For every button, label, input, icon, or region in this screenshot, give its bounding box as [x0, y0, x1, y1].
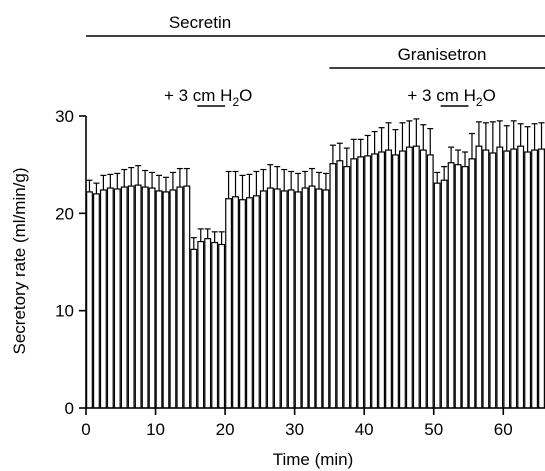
bar [148, 187, 156, 409]
x-tick-label: 10 [146, 420, 165, 439]
bar [280, 190, 288, 409]
bar [350, 158, 358, 409]
bars-group [86, 118, 545, 409]
bar [538, 148, 545, 409]
bar [517, 145, 525, 409]
bar [113, 188, 121, 409]
bar [106, 187, 114, 409]
bar [183, 185, 191, 409]
bar [266, 187, 274, 409]
bar [301, 187, 309, 409]
y-tick-label: 10 [55, 302, 74, 321]
bar [392, 154, 399, 409]
ticks-group: 0 10 20 30 40 50 60 0 10 20 30 [55, 107, 513, 439]
x-tick-label: 20 [216, 420, 235, 439]
bar [92, 193, 100, 409]
bar [315, 188, 323, 409]
bar [524, 151, 532, 409]
bar [489, 152, 497, 409]
bar [378, 151, 386, 409]
bar [239, 199, 246, 409]
bar [496, 146, 504, 409]
bar [287, 189, 295, 409]
bar [468, 158, 476, 409]
x-axis-label: Time (min) [273, 450, 354, 469]
x-tick-label: 60 [494, 420, 513, 439]
bar [475, 145, 483, 409]
bar [259, 190, 267, 409]
bar [357, 156, 365, 409]
bar [336, 160, 344, 409]
bar [86, 191, 93, 409]
bar [204, 238, 212, 409]
bar [454, 164, 462, 409]
bar [225, 198, 233, 409]
bar [482, 149, 490, 409]
y-axis-label: Secretory rate (ml/min/g) [10, 167, 29, 354]
bar [134, 184, 142, 409]
bar [294, 191, 302, 409]
bar [155, 190, 163, 409]
y-tick-label: 20 [55, 204, 74, 223]
bar [211, 241, 219, 409]
bar [308, 185, 316, 409]
pressure-label: + 3 cm H2O [407, 86, 495, 109]
x-tick-label: 40 [355, 420, 374, 439]
bar [510, 148, 518, 409]
bar [99, 189, 107, 409]
bar [447, 162, 455, 409]
bar [433, 182, 441, 409]
bar [412, 145, 420, 409]
x-tick-label: 0 [81, 420, 90, 439]
bar [197, 240, 205, 409]
y-tick-label: 30 [55, 107, 74, 126]
bar [162, 191, 170, 409]
bar [531, 149, 539, 409]
bar [273, 188, 281, 409]
x-tick-label: 50 [424, 420, 443, 439]
bar [322, 189, 330, 409]
bar [127, 185, 135, 409]
bar [176, 186, 184, 409]
bar [364, 155, 372, 409]
bar [190, 248, 198, 409]
bar [385, 149, 392, 409]
bar [245, 197, 253, 409]
axes-group [85, 116, 545, 409]
bar [169, 189, 177, 409]
bar [419, 149, 427, 409]
bar [218, 243, 226, 409]
bar [141, 186, 149, 409]
bar [343, 166, 351, 409]
bar [232, 196, 239, 409]
bar [398, 150, 406, 409]
x-tick-label: 30 [285, 420, 304, 439]
secretin-label: Secretin [169, 13, 231, 32]
granisetron-label: Granisetron [398, 45, 487, 64]
bar [426, 154, 434, 409]
bar [405, 146, 413, 409]
bar [252, 195, 260, 409]
bar [329, 163, 337, 409]
annotations-group: Secretin Granisetron + 3 cm H2O + 3 cm H2O [86, 13, 545, 109]
bar [461, 166, 469, 409]
y-tick-label: 0 [65, 399, 74, 418]
bar [120, 186, 128, 409]
pressure-label: + 3 cm H2O [164, 86, 252, 109]
bar [440, 179, 448, 409]
bar [503, 150, 511, 409]
bar [371, 153, 379, 409]
